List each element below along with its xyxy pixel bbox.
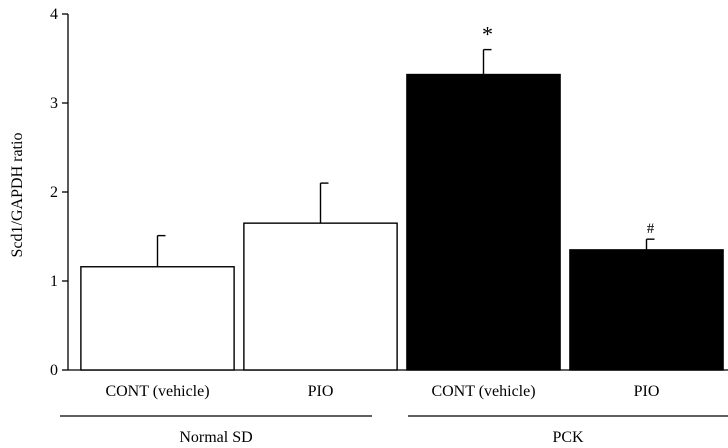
y-tick-label: 1 (50, 273, 58, 290)
bar (569, 249, 724, 371)
bar (80, 266, 235, 371)
y-tick-label: 4 (50, 6, 58, 23)
y-tick-label: 2 (50, 184, 58, 201)
y-tick-label: 0 (50, 362, 58, 379)
y-tick-label: 3 (50, 95, 58, 112)
group-label: Normal SD (179, 429, 252, 446)
labels: 0 1 2 3 4 CONT (vehicle) PIO * CONT (vehicle) # PI… (50, 6, 659, 446)
x-tick-label: CONT (vehicle) (105, 383, 209, 400)
bar (406, 73, 561, 371)
bar (243, 222, 398, 371)
x-tick-label: CONT (vehicle) (431, 383, 535, 400)
bars (80, 48, 724, 371)
significance-marker: * (482, 22, 493, 47)
significance-marker: # (647, 221, 655, 237)
x-tick-label: PIO (634, 383, 660, 400)
x-tick-label: PIO (308, 383, 334, 400)
group-label: PCK (552, 429, 584, 446)
y-axis-label: Scd1/GAPDH ratio (9, 133, 26, 258)
